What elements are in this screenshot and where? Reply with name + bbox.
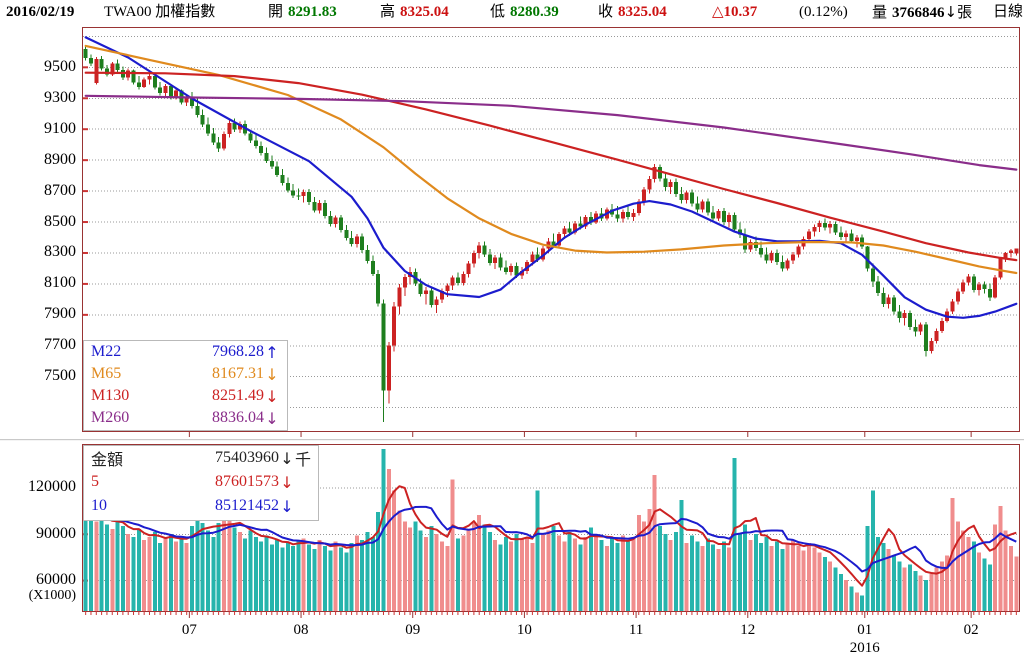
vol-ma5-label: 5 (91, 473, 99, 490)
ma130-label: M130 (91, 387, 130, 404)
price-tick-label: 8700 (44, 181, 76, 199)
month-label: 09 (405, 622, 421, 638)
amount-trend-arrow-icon: ↓ (280, 448, 294, 468)
price-tick-label: 8500 (44, 212, 76, 230)
close-value: 8325.04 (618, 4, 667, 20)
price-tick-label: 8900 (44, 150, 76, 168)
price-tick-label: 9500 (44, 57, 76, 75)
change-percent: (0.12%) (799, 4, 848, 20)
volume-quote: 量 3766846↓張 (872, 0, 972, 25)
volume-unit: 張 (957, 5, 973, 21)
close-label: 收 (598, 4, 614, 20)
close-quote: 收 8325.04 (598, 0, 667, 24)
price-chart-canvas[interactable] (83, 28, 1019, 431)
ma260-label: M260 (91, 409, 130, 426)
ma22-value: 7968.28 (212, 343, 264, 360)
ma22-trend-arrow-icon: ↑ (265, 342, 279, 362)
volume-label: 量 (872, 5, 888, 21)
volume-panel: 金額 75403960 ↓ 千 5 87601573 ↓ 10 85121452 ↓ (82, 444, 1020, 612)
high-quote: 高 8325.04 (380, 0, 449, 24)
month-label: 12 (740, 622, 756, 638)
volume-tick-label: 90000 (36, 524, 76, 542)
price-tick-label: 9300 (44, 88, 76, 106)
ma65-label: M65 (91, 365, 122, 382)
quote-date: 2016/02/19 (6, 4, 75, 20)
month-label: 02 (963, 622, 979, 638)
open-value: 8291.83 (288, 4, 337, 20)
open-quote: 開 8291.83 (268, 0, 337, 24)
month-label: 01 (857, 622, 873, 638)
panel-divider (0, 439, 1024, 441)
volume-day-ticks (85, 611, 1017, 618)
month-label: 11 (628, 622, 644, 638)
month-label: 08 (293, 622, 309, 638)
low-quote: 低 8280.39 (490, 0, 559, 24)
amount-value: 75403960 (214, 449, 279, 466)
month-label: 07 (181, 622, 197, 638)
volume-legend-row: 金額 75403960 ↓ 千 (84, 446, 318, 470)
ma65-value: 8167.31 (212, 365, 264, 382)
high-value: 8325.04 (400, 4, 449, 20)
ma260-trend-arrow-icon: ↓ (265, 408, 279, 428)
price-tick-label: 9100 (44, 119, 76, 137)
ma-legend-row: M130 8251.49 ↓ (84, 385, 287, 407)
amount-label: 金額 (91, 452, 124, 469)
ma-legend-row: M260 8836.04 ↓ (84, 407, 287, 429)
low-value: 8280.39 (510, 4, 559, 20)
vol-ma10-trend-arrow-icon: ↓ (280, 496, 294, 516)
volume-value: 3766846 (892, 5, 945, 21)
vol-ma5-value: 87601573 (215, 473, 279, 490)
month-label: 10 (516, 622, 532, 638)
price-panel: M22 7968.28 ↑ M65 8167.31 ↓ M130 8251.49 ↓ M26… (82, 27, 1020, 432)
volume-legend: 金額 75403960 ↓ 千 5 87601573 ↓ 10 85121452 ↓ (83, 445, 319, 521)
volume-down-arrow-icon: ↓ (944, 3, 958, 21)
price-tick-label: 7700 (44, 336, 76, 354)
price-tick-label: 8100 (44, 274, 76, 292)
symbol-name: TWA00 加權指數 (104, 4, 216, 20)
low-label: 低 (490, 4, 506, 20)
volume-unit-label: (X1000) (28, 588, 76, 604)
ma22-label: M22 (91, 343, 122, 360)
volume-tick-label: 60000 (36, 571, 76, 589)
ma-legend: M22 7968.28 ↑ M65 8167.31 ↓ M130 8251.49 ↓ M26… (83, 340, 288, 431)
open-label: 開 (268, 4, 284, 20)
vol-ma10-label: 10 (91, 497, 107, 514)
change-value: △10.37 (712, 4, 758, 20)
timeframe-selector[interactable]: 日線 (993, 4, 1024, 20)
volume-legend-row: 10 85121452 ↓ (84, 494, 318, 518)
vol-ma10-value: 85121452 (215, 497, 279, 514)
high-label: 高 (380, 4, 396, 20)
volume-chart-canvas[interactable] (83, 445, 1019, 611)
ma130-trend-arrow-icon: ↓ (265, 386, 279, 406)
ma65-trend-arrow-icon: ↓ (265, 364, 279, 384)
year-label: 2016 (849, 640, 880, 656)
ma-legend-row: M65 8167.31 ↓ (84, 363, 287, 385)
price-tick-label: 7500 (44, 367, 76, 385)
volume-tick-label: 120000 (28, 478, 76, 496)
price-tick-label: 8300 (44, 243, 76, 261)
amount-unit: 千 (294, 452, 311, 469)
volume-legend-row: 5 87601573 ↓ (84, 470, 318, 494)
price-tick-label: 7900 (44, 305, 76, 323)
vol-ma5-trend-arrow-icon: ↓ (280, 472, 294, 492)
ma-legend-row: M22 7968.28 ↑ (84, 341, 287, 363)
ma130-value: 8251.49 (212, 387, 264, 404)
ma260-value: 8836.04 (212, 409, 264, 426)
quote-header: 2016/02/19 TWA00 加權指數 開 8291.83 高 8325.04 … (0, 0, 1024, 26)
price-month-ticks (188, 431, 972, 437)
